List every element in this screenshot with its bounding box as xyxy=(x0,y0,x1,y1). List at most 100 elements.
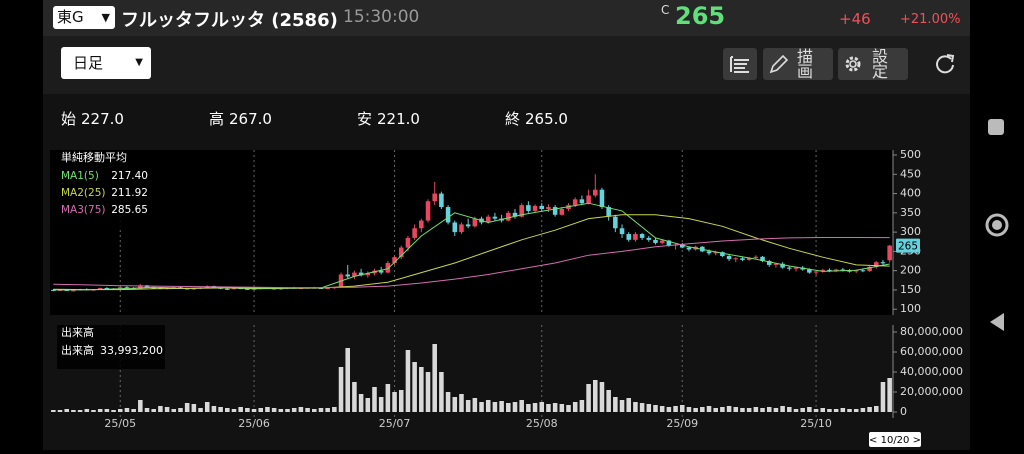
volume-bar xyxy=(71,410,76,412)
ohlc-item: 安 221.0 xyxy=(357,108,420,129)
candle-body xyxy=(445,207,451,223)
y-tick-label: 0 xyxy=(900,405,907,418)
volume-bar xyxy=(646,404,652,412)
volume-bar xyxy=(813,409,819,412)
ohlc-label: 始 xyxy=(61,110,77,128)
candle-body xyxy=(97,288,103,290)
volume-bar xyxy=(546,404,551,412)
candle-body xyxy=(679,244,685,248)
draw-button[interactable]: 描画 xyxy=(763,48,833,80)
candle-body xyxy=(713,252,718,254)
volume-bar xyxy=(97,409,103,412)
candle-body xyxy=(191,288,197,290)
volume-bar xyxy=(338,367,344,412)
x-tick-label: 25/08 xyxy=(526,417,558,430)
volume-bar xyxy=(726,406,732,412)
legend-value: 211.92 xyxy=(111,187,148,199)
candle-body xyxy=(352,272,357,277)
volume-bar xyxy=(77,410,83,412)
candle-body xyxy=(231,288,237,290)
x-tick-label: 25/05 xyxy=(104,417,136,430)
price: 265 xyxy=(675,2,726,30)
refresh-button[interactable] xyxy=(933,52,957,76)
candle-body xyxy=(613,216,618,229)
ma-line xyxy=(53,214,890,291)
volume-bar xyxy=(840,408,846,412)
y-tick-label: 200 xyxy=(900,264,921,277)
volume-bar xyxy=(820,408,826,412)
candle-body xyxy=(639,234,645,238)
cursor-box xyxy=(869,432,921,447)
legend-name: MA1(5) xyxy=(61,170,99,182)
candle-body xyxy=(365,273,371,276)
volume-bar xyxy=(706,406,712,412)
candle-body xyxy=(485,216,491,223)
change-percent: +21.00% xyxy=(900,12,961,27)
volume-bar xyxy=(639,403,645,412)
candle-body xyxy=(873,262,879,267)
period-select[interactable]: 日足 ▼ xyxy=(61,47,151,79)
volume-bar xyxy=(753,407,759,412)
candle-body xyxy=(71,290,76,292)
volume-bar xyxy=(800,408,805,412)
recent-button[interactable] xyxy=(988,119,1004,135)
volume-bar xyxy=(579,400,585,412)
back-button[interactable] xyxy=(990,313,1004,331)
volume-bar xyxy=(439,372,444,412)
volume-bar xyxy=(231,409,237,412)
candle-body xyxy=(720,252,725,257)
volume-bar xyxy=(472,398,478,412)
candle-body xyxy=(579,199,585,204)
volume-bar xyxy=(358,394,364,412)
ohlc-label: 高 xyxy=(209,110,225,128)
volume-bar xyxy=(613,397,618,412)
volume-bar xyxy=(539,402,545,412)
candle-body xyxy=(807,269,812,273)
volume-bar xyxy=(332,407,337,412)
candle-body xyxy=(452,222,458,233)
candle-body xyxy=(57,289,63,291)
volume-bar xyxy=(887,378,892,412)
volume-bar xyxy=(880,382,886,412)
candle-body xyxy=(746,257,752,260)
candle-body xyxy=(392,257,397,263)
period: 日足 xyxy=(73,54,104,72)
volume-bar xyxy=(746,408,752,412)
candle-body xyxy=(412,228,417,238)
y-tick-label: 20,000,000 xyxy=(900,385,963,398)
candle-body xyxy=(753,256,759,258)
volume-bar xyxy=(278,409,284,412)
market-select[interactable]: 東G ▼ xyxy=(53,6,115,29)
volume-bar xyxy=(465,400,471,412)
dropdown-arrow: ▼ xyxy=(135,57,143,68)
volume-bar xyxy=(225,408,230,412)
pencil-icon xyxy=(769,54,789,74)
indicator-button[interactable] xyxy=(723,48,757,80)
c-label: C xyxy=(661,3,670,17)
candle-body xyxy=(867,266,872,272)
home-button[interactable] xyxy=(985,213,1009,237)
candle-body xyxy=(138,285,143,289)
volume-bar xyxy=(572,402,578,412)
volume-bar xyxy=(586,384,591,412)
candle-body xyxy=(439,193,444,208)
legend-title: 出来高 xyxy=(61,325,94,339)
ohlc-value: 265.0 xyxy=(525,110,568,128)
x-tick-label: 25/10 xyxy=(800,417,832,430)
candle-body xyxy=(599,189,605,208)
settings-button[interactable]: 設定 xyxy=(838,48,908,80)
volume-bar xyxy=(178,408,183,412)
dropdown-arrow: ▼ xyxy=(101,11,110,24)
volume-bar xyxy=(251,409,257,412)
volume-bar xyxy=(51,410,56,412)
y-tick-label: 350 xyxy=(900,206,921,219)
chart: 25/05 25/06 25/07 25/08 25/09 25/10 500 450 400 3… xyxy=(50,148,963,447)
volume-bar xyxy=(566,405,571,412)
candle-body xyxy=(820,269,826,272)
nav-bar xyxy=(970,0,1024,450)
volume-bar xyxy=(111,410,116,412)
candle-body xyxy=(104,288,110,290)
candle-body xyxy=(358,272,364,276)
volume-bar xyxy=(673,406,678,412)
